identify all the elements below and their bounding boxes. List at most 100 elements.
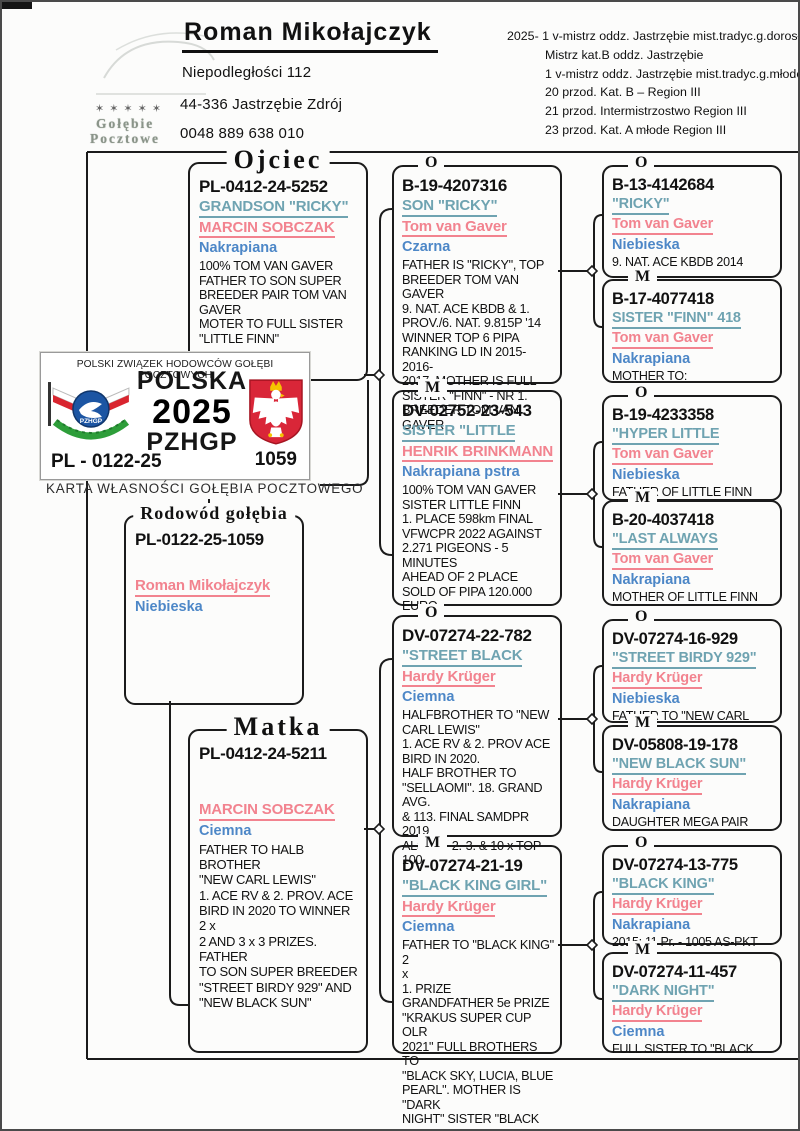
ring-number: DV-02752-23-543 xyxy=(402,401,532,420)
description: 100% TOM VAN GAVER SISTER LITTLE FINN 1.… xyxy=(402,483,542,613)
sex-label: M xyxy=(418,379,448,397)
description: FATHER IS "RICKY", TOP BREEDER TOM VAN G… xyxy=(402,258,544,432)
breeder-name: Hardy Krüger xyxy=(402,898,496,918)
achievement-line: 23 przod. Kat. A młode Region III xyxy=(545,122,727,137)
ring-number: DV-07274-13-775 xyxy=(612,856,738,874)
grandparent-box: O B-19-4207316 SON "RICKY" Tom van Gaver… xyxy=(392,154,562,432)
great-grandparent-box: M DV-05808-19-178 "NEW BLACK SUN" Hardy … xyxy=(602,714,782,831)
plumage-color: Ciemna xyxy=(402,689,455,706)
breeder-name: Tom van Gaver xyxy=(612,216,713,236)
mother-box: Matka PL-0412-24-5211 MARCIN SOBCZAK Cie… xyxy=(188,712,368,1053)
description: FATHER TO "BLACK KING" 2 x 1. PRIZE GRAN… xyxy=(402,938,554,1126)
father-box-label: Ojciec xyxy=(226,145,330,175)
ring-ownership-card: POLSKI ZWIĄZEK HODOWCÓW GOŁĘBI POCZTOWYC… xyxy=(40,352,310,480)
achievement-line: 20 przod. Kat. B – Region III xyxy=(545,85,701,100)
great-grandparent-box: M DV-07274-11-457 "DARK NIGHT" Hardy Krü… xyxy=(602,941,782,1056)
plumage-color: Niebieska xyxy=(612,691,680,708)
breeder-name: Tom van Gaver xyxy=(402,218,507,238)
plumage-color: Niebieska xyxy=(612,467,680,484)
plumage-color: Niebieska xyxy=(135,598,203,615)
description: FATHER TO HALB BROTHER "NEW CARL LEWIS" … xyxy=(199,841,358,1010)
pigeon-name: "BLACK KING" xyxy=(612,876,715,896)
achievement-line: 21 przod. Intermistrzostwo Region III xyxy=(545,104,747,119)
sex-label: O xyxy=(628,608,655,626)
breeder-name: Hardy Krüger xyxy=(612,776,702,796)
bird-box: Rodowód gołębia PL-0122-25-1059 Roman Mi… xyxy=(124,503,304,705)
ring-number: DV-07274-11-457 xyxy=(612,963,737,981)
sex-label: O xyxy=(418,154,445,172)
plumage-color: Nakrapiana xyxy=(612,797,691,814)
sex-label: M xyxy=(628,714,658,732)
plumage-color: Nakrapiana xyxy=(612,351,691,368)
breeder-name: Roman Mikołajczyk xyxy=(135,577,270,597)
ring-number: DV-07274-16-929 xyxy=(612,630,738,648)
plumage-color: Nakrapiana xyxy=(612,572,691,589)
card-association: POLSKI ZWIĄZEK HODOWCÓW GOŁĘBI POCZTOWYC… xyxy=(76,359,274,381)
sex-label: O xyxy=(628,834,655,852)
description: 9. NAT. ACE KBDB 2014 xyxy=(612,255,744,270)
ring-number: B-13-4142684 xyxy=(612,176,714,194)
ring-number: DV-05808-19-178 xyxy=(612,736,738,754)
great-grandparent-box: M B-20-4037418 "LAST ALWAYS Tom van Gave… xyxy=(602,489,782,606)
ring-number: B-19-4233358 xyxy=(612,406,714,424)
plumage-color: Ciemna xyxy=(402,919,455,936)
card-series: PL - 0122-25 xyxy=(51,451,162,472)
breeder-name: MARCIN SOBCZAK xyxy=(199,801,335,821)
achievement-line: 2025- 1 v-mistrz oddz. Jastrzębie mist.t… xyxy=(507,29,800,43)
pigeon-name: "RICKY" xyxy=(612,196,670,216)
ring-number: DV-07274-21-19 xyxy=(402,856,523,875)
card-org: PZHGP xyxy=(146,428,238,456)
great-grandparent-box: O DV-07274-13-775 "BLACK KING" Hardy Krü… xyxy=(602,834,782,949)
svg-text:PZHGP: PZHGP xyxy=(80,418,103,425)
great-grandparent-box: O B-13-4142684 "RICKY" Tom van Gaver Nie… xyxy=(602,154,782,278)
bird-box-label: Rodowód gołębia xyxy=(133,503,295,524)
pigeon-name: SISTER "FINN" 418 xyxy=(612,310,741,330)
pigeon-name: GRANDSON "RICKY" xyxy=(199,198,349,218)
achievements-list: 2025- 1 v-mistrz oddz. Jastrzębie mist.t… xyxy=(507,27,800,140)
stamp-word-golebie: Gołębie xyxy=(96,116,155,131)
ring-number: B-19-4207316 xyxy=(402,176,508,195)
breeder-name: Hardy Krüger xyxy=(402,668,496,688)
sex-label: M xyxy=(628,268,658,286)
scan-edge-artifact xyxy=(2,2,32,9)
ring-number: PL-0122-25-1059 xyxy=(135,530,264,549)
card-caption: KARTA WŁASNOŚCI GOŁĘBIA POCZTOWEGO xyxy=(46,481,364,496)
card-number: 1059 xyxy=(254,449,297,470)
achievement-line: 1 v-mistrz oddz. Jastrzębie mist.tradyc.… xyxy=(545,66,800,81)
owner-address-street: Niepodległości 112 xyxy=(182,64,312,81)
breeder-name: Tom van Gaver xyxy=(612,551,713,571)
stamp-stars-icon: ✶✶✶✶✶ xyxy=(95,103,167,115)
breeder-name: Tom van Gaver xyxy=(612,330,713,350)
sex-label: O xyxy=(418,604,445,622)
great-grandparent-box: O DV-07274-16-929 "STREET BIRDY 929" Har… xyxy=(602,608,782,723)
plumage-color: Czarna xyxy=(402,239,451,256)
great-grandparent-box: O B-19-4233358 "HYPER LITTLE Tom van Gav… xyxy=(602,384,782,501)
sex-label: O xyxy=(628,384,655,402)
pigeon-name: SON "RICKY" xyxy=(402,197,498,217)
plumage-color: Nakrapiana xyxy=(199,240,278,257)
grandparent-box: O DV-07274-22-782 "STREET BLACK Hardy Kr… xyxy=(392,604,562,867)
achievement-line: Mistrz kat.B oddz. Jastrzębie xyxy=(545,47,704,62)
pigeon-name: "STREET BIRDY 929" xyxy=(612,650,757,670)
mother-box-label: Matka xyxy=(226,712,330,742)
breeder-name: Tom van Gaver xyxy=(612,446,713,466)
ring-number: DV-07274-22-782 xyxy=(402,626,532,645)
description: DAUGHTER MEGA PAIR xyxy=(612,815,749,830)
pigeon-name: "HYPER LITTLE xyxy=(612,426,720,446)
pigeon-name: SISTER "LITTLE xyxy=(402,422,516,442)
pigeon-name: "BLACK KING GIRL" xyxy=(402,877,547,897)
ring-number: B-17-4077418 xyxy=(612,290,714,308)
pigeon-name: "LAST ALWAYS xyxy=(612,531,718,551)
sex-label: M xyxy=(628,489,658,507)
polish-eagle-icon xyxy=(249,379,303,445)
owner-name: Roman Mikołajczyk xyxy=(182,18,438,53)
ring-number: B-20-4037418 xyxy=(612,511,714,529)
breeder-name: Hardy Krüger xyxy=(612,1003,702,1023)
description: 100% TOM VAN GAVER FATHER TO SON SUPER B… xyxy=(199,259,347,346)
description: MOTHER TO: xyxy=(612,369,688,384)
plumage-color: Nakrapiana pstra xyxy=(402,464,520,481)
pigeon-name: "STREET BLACK xyxy=(402,647,523,667)
sex-label: M xyxy=(418,834,448,852)
card-country: POLSKA xyxy=(136,367,248,395)
